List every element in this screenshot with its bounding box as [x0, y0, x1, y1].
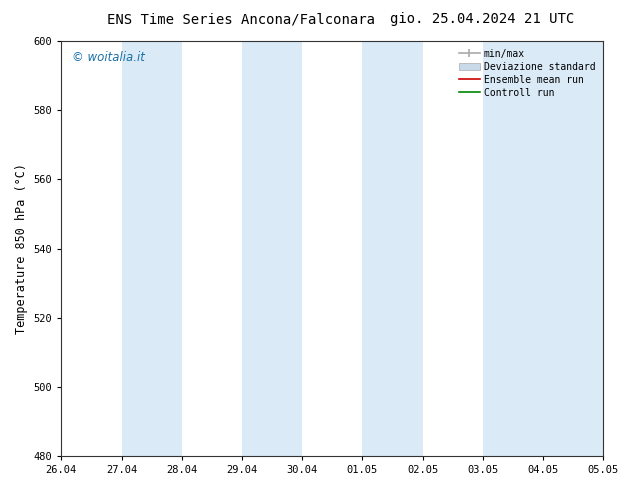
Bar	[363, 41, 423, 456]
Bar	[543, 41, 604, 456]
Text: gio. 25.04.2024 21 UTC: gio. 25.04.2024 21 UTC	[390, 12, 574, 26]
Bar	[483, 41, 543, 456]
Bar	[242, 41, 302, 456]
Text: ENS Time Series Ancona/Falconara: ENS Time Series Ancona/Falconara	[107, 12, 375, 26]
Legend: min/max, Deviazione standard, Ensemble mean run, Controll run: min/max, Deviazione standard, Ensemble m…	[456, 46, 598, 100]
Text: © woitalia.it: © woitalia.it	[72, 51, 145, 64]
Y-axis label: Temperature 850 hPa (°C): Temperature 850 hPa (°C)	[15, 163, 28, 334]
Bar	[122, 41, 182, 456]
